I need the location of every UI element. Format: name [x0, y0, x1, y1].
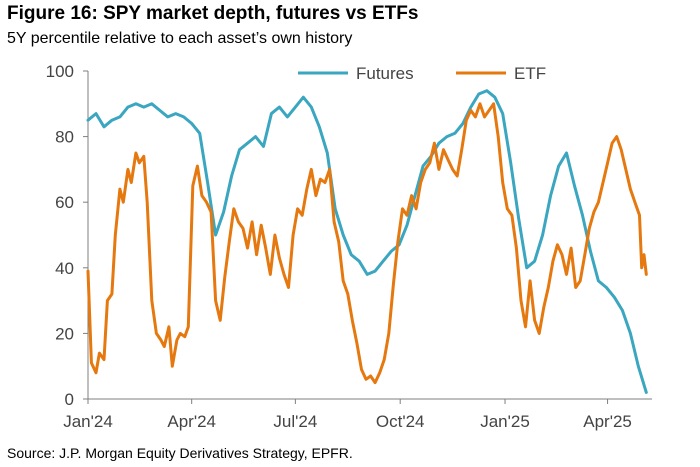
x-tick-label: Jan'24	[63, 412, 113, 431]
chart-series	[86, 89, 648, 394]
series-line-futures	[86, 89, 648, 394]
legend-label-etf: ETF	[514, 64, 546, 83]
x-tick-label: Jan'25	[480, 412, 530, 431]
x-tick-label: Oct'24	[376, 412, 425, 431]
legend-label-futures: Futures	[356, 64, 414, 83]
y-tick-label: 80	[55, 128, 74, 147]
y-tick-label: 20	[55, 324, 74, 343]
y-tick-label: 0	[65, 390, 74, 409]
x-tick-label: Jul'24	[273, 412, 317, 431]
chart-axes: 0 20 40 60 80 100 Jan'24 Apr'24 Jul'24 Oct'24 Jan'…	[46, 62, 652, 431]
chart-source: Source: J.P. Morgan Equity Derivatives S…	[7, 445, 353, 461]
y-tick-label: 100	[46, 62, 74, 81]
y-tick-label: 40	[55, 259, 74, 278]
series-line-etf	[86, 102, 648, 385]
chart-legend: Futures ETF	[298, 64, 546, 83]
y-tick-label: 60	[55, 193, 74, 212]
x-tick-label: Apr'24	[167, 412, 216, 431]
chart-title: Figure 16: SPY market depth, futures vs …	[7, 3, 419, 24]
chart-subtitle: 5Y percentile relative to each asset’s o…	[7, 30, 353, 47]
x-tick-label: Apr'25	[583, 412, 632, 431]
